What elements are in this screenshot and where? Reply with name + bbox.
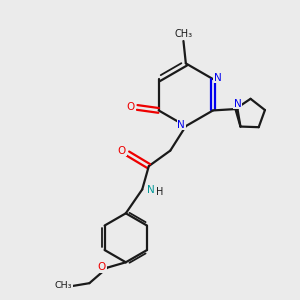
Text: H: H [156, 188, 163, 197]
Text: N: N [178, 120, 185, 130]
Text: CH₃: CH₃ [174, 29, 193, 39]
Text: O: O [118, 146, 126, 156]
Text: N: N [234, 99, 241, 109]
Text: O: O [127, 102, 135, 112]
Text: O: O [98, 262, 106, 272]
Text: CH₃: CH₃ [54, 281, 72, 290]
Text: N: N [147, 185, 154, 195]
Text: N: N [214, 73, 221, 82]
